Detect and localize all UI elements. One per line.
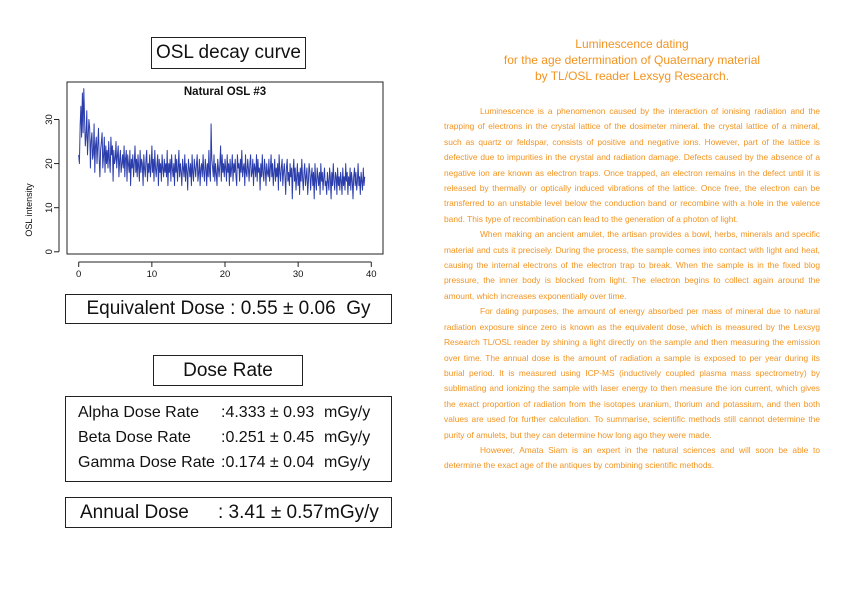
beta-dose-rate-value: :0.251 ± 0.45 xyxy=(221,429,315,446)
equivalent-dose-value: : 0.55 ± 0.06 xyxy=(230,298,336,319)
article-title: Luminescence dating for the age determin… xyxy=(444,36,820,84)
article-paragraph-1: Luminescence is a phenomenon caused by t… xyxy=(444,106,820,224)
gamma-dose-rate-row: Gamma Dose Rate :0.174 ± 0.04 mGy/y xyxy=(66,454,391,476)
osl-decay-curve-title: OSL decay curve xyxy=(151,37,306,69)
gamma-dose-rate-value: :0.174 ± 0.04 xyxy=(221,454,315,471)
chart-title: Natural OSL #3 xyxy=(184,86,266,98)
x-tick-label: 40 xyxy=(366,269,377,280)
alpha-dose-rate-value: :4.333 ± 0.93 xyxy=(221,404,315,421)
osl-decay-chart: Natural OSL #3 OSL intensity 0 10 20 30 40 0… xyxy=(24,81,384,280)
beta-dose-rate-label: Beta Dose Rate xyxy=(78,429,191,446)
annual-dose-unit: mGy/y xyxy=(324,502,379,523)
y-axis-label: OSL intensity xyxy=(24,183,34,237)
annual-dose-value: : 3.41 ± 0.57 xyxy=(218,502,324,523)
gamma-dose-rate-label: Gamma Dose Rate xyxy=(78,454,215,471)
beta-dose-rate-row: Beta Dose Rate :0.251 ± 0.45 mGy/y xyxy=(66,429,391,451)
annual-dose-box: Annual Dose : 3.41 ± 0.57 mGy/y xyxy=(65,497,392,528)
x-tick-label: 20 xyxy=(220,269,231,280)
beta-dose-rate-unit: mGy/y xyxy=(324,429,371,446)
gamma-dose-rate-unit: mGy/y xyxy=(324,454,371,471)
y-tick-label: 30 xyxy=(44,114,55,125)
y-tick-label: 10 xyxy=(44,202,55,213)
series-line xyxy=(78,88,366,200)
annual-dose-label: Annual Dose xyxy=(80,502,189,523)
alpha-dose-rate-label: Alpha Dose Rate xyxy=(78,404,199,421)
equivalent-dose-unit: Gy xyxy=(346,298,371,319)
dose-rate-title: Dose Rate xyxy=(153,355,303,386)
article: Luminescence dating for the age determin… xyxy=(444,36,820,474)
y-tick-label: 20 xyxy=(44,158,55,169)
article-paragraph-2: When making an ancient amulet, the artis… xyxy=(444,229,820,301)
alpha-dose-rate-unit: mGy/y xyxy=(324,404,371,421)
dose-rate-table: Alpha Dose Rate :4.333 ± 0.93 mGy/y Beta… xyxy=(65,396,392,482)
x-tick-label: 0 xyxy=(76,269,81,280)
equivalent-dose-box: Equivalent Dose : 0.55 ± 0.06 Gy xyxy=(65,294,392,324)
x-axis: 0 10 20 30 40 xyxy=(76,261,377,280)
article-paragraph-3: For dating purposes, the amount of energ… xyxy=(444,306,820,440)
equivalent-dose-label: Equivalent Dose xyxy=(86,298,225,319)
article-paragraph-4: However, Amata Siam is an expert in the … xyxy=(444,444,820,471)
article-title-line-3: by TL/OSL reader Lexsyg Research. xyxy=(534,69,730,83)
series-layer xyxy=(78,88,366,200)
article-title-line-1: Luminescence dating xyxy=(575,37,689,51)
alpha-dose-rate-row: Alpha Dose Rate :4.333 ± 0.93 mGy/y xyxy=(66,404,391,426)
plot-frame xyxy=(66,81,384,255)
osl-decay-curve-title-text: OSL decay curve xyxy=(155,42,302,63)
article-title-line-2: for the age determination of Quaternary … xyxy=(503,53,761,67)
x-tick-label: 10 xyxy=(147,269,158,280)
y-axis: 0 10 20 30 xyxy=(44,114,60,254)
y-tick-label: 0 xyxy=(44,249,55,254)
dose-rate-title-text: Dose Rate xyxy=(183,359,273,381)
x-tick-label: 30 xyxy=(293,269,304,280)
